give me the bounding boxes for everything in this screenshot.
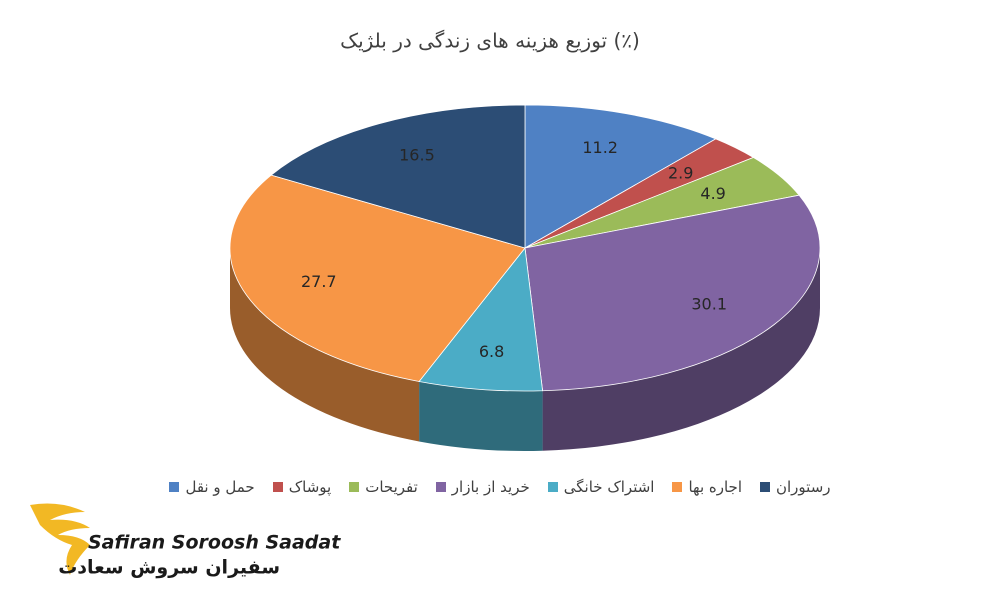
legend-item: اجاره بها	[672, 478, 742, 496]
chart-title: توزیع هزینه های زندگی در بلژیک (٪)	[340, 29, 640, 53]
legend-label: تفریحات	[365, 478, 418, 496]
data-label: 2.9	[668, 163, 693, 182]
legend-label: حمل و نقل	[185, 478, 255, 496]
logo-mark	[30, 503, 90, 575]
legend-item: پوشاک	[272, 478, 332, 496]
slice-side	[419, 381, 543, 452]
pie: 11.2 2.9 4.9 30.1 6.8 27.7 16.5	[229, 104, 821, 452]
logo-persian: سفیران سروش سعادت	[58, 557, 280, 579]
legend-item: تفریحات	[349, 478, 418, 496]
legend-swatch	[169, 482, 180, 492]
slice	[270, 104, 526, 249]
legend-label: رستوران	[776, 478, 831, 496]
legend-item: خرید از بازار	[435, 478, 530, 496]
legend-swatch	[760, 482, 770, 492]
data-label: 4.9	[700, 184, 725, 203]
slice-side	[542, 248, 820, 451]
slice	[229, 174, 526, 382]
logo: Safiran Soroosh Saadat سفیران سروش سعادت	[30, 503, 341, 579]
legend-item: حمل و نقل	[169, 478, 255, 496]
legend-label: اجاره بها	[688, 478, 742, 496]
legend-swatch	[349, 482, 360, 492]
legend-item: رستوران	[760, 478, 831, 496]
data-label: 27.7	[301, 272, 337, 291]
legend-item: اشتراک خانگی	[547, 478, 655, 496]
slice	[418, 247, 544, 392]
legend-swatch	[672, 482, 683, 492]
legend-label: اشتراک خانگی	[563, 478, 655, 496]
data-label: 6.8	[479, 342, 504, 361]
slice-side	[229, 248, 420, 442]
legend-swatch	[272, 482, 283, 492]
legend-label: خرید از بازار	[451, 478, 530, 496]
legend: حمل و نقل پوشاک تفریحات خرید از بازار اشتراک…	[0, 478, 1000, 496]
data-label: 30.1	[691, 294, 727, 313]
logo-latin: Safiran Soroosh Saadat	[88, 532, 341, 554]
legend-label: پوشاک	[288, 478, 332, 496]
data-label: 16.5	[399, 146, 435, 165]
slice	[524, 104, 717, 249]
data-label: 11.2	[582, 138, 618, 157]
legend-swatch	[547, 482, 558, 492]
legend-swatch	[435, 482, 446, 492]
slice	[524, 194, 821, 392]
